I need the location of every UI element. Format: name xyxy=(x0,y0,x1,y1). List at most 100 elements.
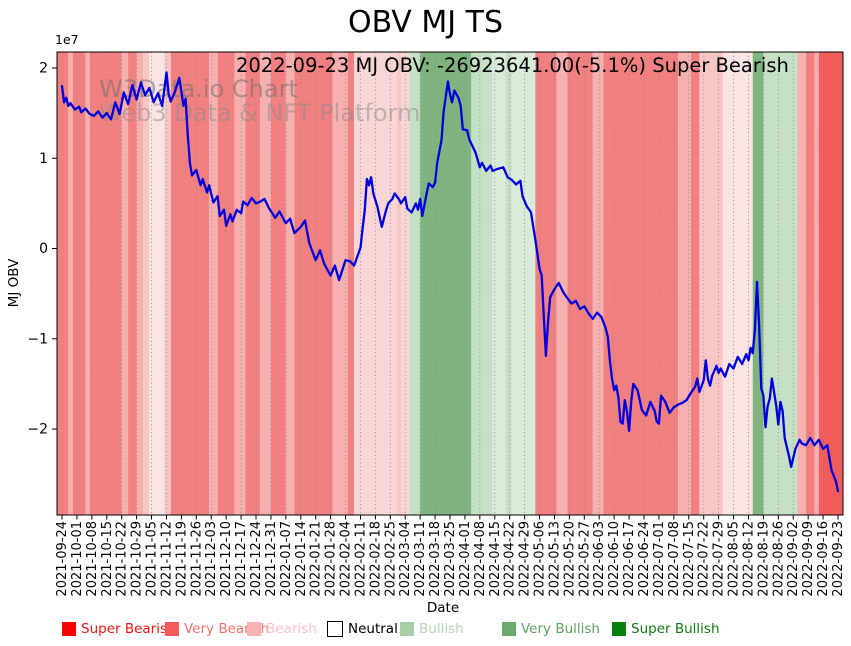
legend-swatch xyxy=(327,621,343,637)
legend-label: Bullish xyxy=(419,621,464,637)
x-tick-label: 2021-12-10 xyxy=(219,521,234,597)
obv-line-series xyxy=(60,71,840,493)
legend-item-neutral: Neutral xyxy=(327,621,398,637)
sentiment-band-bull xyxy=(505,52,512,515)
x-tick-label: 2022-04-22 xyxy=(503,521,518,597)
x-tick-label: 2022-05-27 xyxy=(577,521,592,597)
x-tick-label: 2021-10-15 xyxy=(100,521,115,597)
sentiment-band-vb xyxy=(535,52,557,515)
sentiment-band-vb xyxy=(245,52,261,515)
sentiment-band-vb xyxy=(690,52,700,515)
y-tick-label: 2 xyxy=(39,61,48,77)
x-tick-label: 2022-03-11 xyxy=(413,521,428,597)
x-tick-label: 2021-10-08 xyxy=(85,521,100,597)
sentiment-band-pale xyxy=(699,52,723,515)
x-tick-label: 2022-03-25 xyxy=(443,521,458,597)
legend-swatch xyxy=(612,622,626,636)
chart-title: OBV MJ TS xyxy=(348,5,503,40)
x-tick-label: 2021-12-31 xyxy=(264,521,279,597)
sentiment-band-vb xyxy=(603,52,679,515)
x-tick-label: 2022-06-17 xyxy=(622,521,637,597)
y-tick-label: −2 xyxy=(27,422,48,438)
legend-item-bullish: Bullish xyxy=(400,621,464,637)
x-tick-label: 2022-08-19 xyxy=(756,521,771,597)
x-tick-label: 2021-10-29 xyxy=(130,521,145,597)
y-tick-label: 1 xyxy=(39,151,48,167)
x-tick-label: 2022-05-13 xyxy=(547,521,562,597)
x-tick-label: 2021-12-17 xyxy=(234,521,249,597)
sentiment-band-b xyxy=(136,52,144,515)
legend-swatch xyxy=(247,622,261,636)
legend-label: Very Bullish xyxy=(521,621,600,637)
sentiment-band-b xyxy=(85,52,90,515)
sentiment-band-b xyxy=(592,52,604,515)
legend-item-very-bullish: Very Bullish xyxy=(502,621,600,637)
sentiment-band-b xyxy=(797,52,807,515)
sentiment-band-bull xyxy=(409,52,421,515)
sentiment-band-vb xyxy=(806,52,815,515)
sentiment-band-bull_l xyxy=(492,52,506,515)
sentiment-band-bull_l xyxy=(511,52,536,515)
sentiment-band-vpale xyxy=(354,52,397,515)
sentiment-band-b xyxy=(209,52,218,515)
x-tick-label: 2021-11-19 xyxy=(174,521,189,597)
sentiment-band-vb xyxy=(170,52,210,515)
sentiment-band-sb xyxy=(818,52,843,515)
sentiment-band-wpale xyxy=(149,52,165,515)
sentiment-band-b xyxy=(556,52,568,515)
x-tick-label: 2022-08-12 xyxy=(741,521,756,597)
x-tick-label: 2022-09-09 xyxy=(801,521,816,597)
sentiment-band-b xyxy=(814,52,819,515)
x-tick-label: 2022-09-02 xyxy=(786,521,801,597)
x-tick-label: 2022-07-29 xyxy=(712,521,727,597)
x-tick-label: 2021-11-05 xyxy=(145,521,160,597)
x-tick-label: 2022-09-16 xyxy=(816,521,831,597)
x-tick-label: 2022-01-14 xyxy=(294,521,309,597)
x-tick-label: 2022-06-10 xyxy=(607,521,622,597)
sentiment-band-vb xyxy=(72,52,86,515)
sentiment-band-vb xyxy=(128,52,137,515)
y-tick-label: 0 xyxy=(39,241,48,257)
sentiment-band-vb xyxy=(270,52,286,515)
x-tick-label: 2022-06-24 xyxy=(637,521,652,597)
x-tick-label: 2022-07-08 xyxy=(667,521,682,597)
x-tick-label: 2022-08-26 xyxy=(771,521,786,597)
x-tick-label: 2022-03-18 xyxy=(428,521,443,597)
y-axis-label: MJ OBV xyxy=(6,258,22,308)
x-tick-label: 2022-02-04 xyxy=(339,521,354,597)
legend-swatch xyxy=(400,622,414,636)
sentiment-band-b xyxy=(285,52,295,515)
sentiment-band-vb xyxy=(217,52,235,515)
sentiment-band-pale xyxy=(164,52,171,515)
x-tick-label: 2021-10-22 xyxy=(115,521,130,597)
x-tick-label: 2021-10-01 xyxy=(70,521,85,597)
legend-item-super-bearish: Super Bearish xyxy=(62,621,176,637)
x-tick-label: 2022-04-01 xyxy=(458,521,473,597)
x-tick-label: 2022-04-29 xyxy=(518,521,533,597)
x-tick-label: 2022-05-20 xyxy=(562,521,577,597)
x-tick-label: 2022-04-08 xyxy=(473,521,488,597)
x-tick-label: 2022-03-04 xyxy=(398,521,413,597)
x-tick-label: 2021-12-24 xyxy=(249,521,264,597)
sentiment-band-b xyxy=(678,52,691,515)
x-tick-label: 2022-07-22 xyxy=(697,521,712,597)
x-tick-label: 2022-05-06 xyxy=(533,521,548,597)
sentiment-band-b xyxy=(68,52,73,515)
legend-item-super-bullish: Super Bullish xyxy=(612,621,720,637)
sentiment-band-bull xyxy=(763,52,798,515)
x-tick-label: 2022-02-18 xyxy=(368,521,383,597)
sentiment-band-pale xyxy=(143,52,150,515)
x-tick-label: 2022-02-11 xyxy=(353,521,368,597)
sentiment-band-vb xyxy=(567,52,593,515)
x-tick-label: 2022-06-03 xyxy=(592,521,607,597)
latest-value-annotation: 2022-09-23 MJ OBV: -26923641.00(-5.1%) S… xyxy=(236,54,789,77)
sentiment-band-vbull xyxy=(420,52,472,515)
legend-swatch xyxy=(165,622,179,636)
sentiment-band-b xyxy=(234,52,246,515)
x-tick-label: 2022-04-15 xyxy=(488,521,503,597)
sentiment-band-bull xyxy=(471,52,493,515)
legend-item-bearish: Bearish xyxy=(247,621,317,637)
sentiment-bands-layer xyxy=(57,52,843,515)
